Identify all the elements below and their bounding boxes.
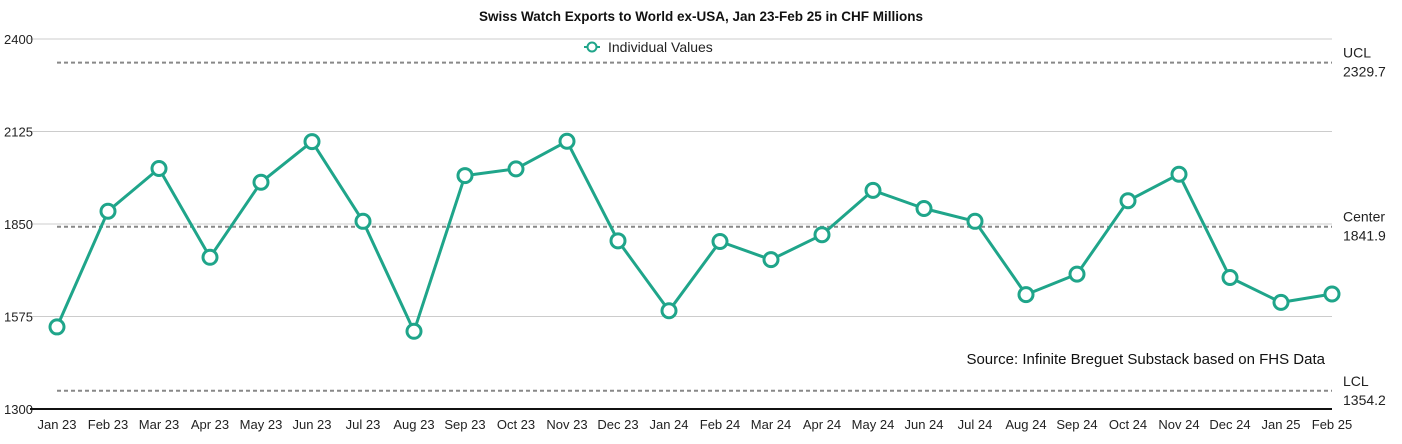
x-tick-label: Sep 23 xyxy=(444,417,485,432)
x-tick-label: Sep 24 xyxy=(1056,417,1097,432)
x-tick-label: Dec 24 xyxy=(1209,417,1250,432)
gridlines xyxy=(30,38,1332,317)
x-tick-label: Apr 23 xyxy=(191,417,229,432)
x-tick-label: Jul 24 xyxy=(958,417,993,432)
x-tick-label: Aug 24 xyxy=(1005,417,1046,432)
x-tick-label: Feb 24 xyxy=(700,417,740,432)
x-tick-label: Jan 25 xyxy=(1261,417,1300,432)
y-axis-ticks: 1300 1575 1850 2125 2400 xyxy=(4,32,33,417)
x-tick-label: Nov 23 xyxy=(546,417,587,432)
data-point xyxy=(864,181,882,199)
data-point xyxy=(762,251,780,269)
data-point xyxy=(1119,192,1137,210)
x-tick-label: Jun 24 xyxy=(904,417,943,432)
chart-title: Swiss Watch Exports to World ex-USA, Jan… xyxy=(479,9,923,24)
data-point xyxy=(303,133,321,151)
series-line xyxy=(55,139,1333,333)
control-label-ucl: UCL xyxy=(1343,45,1371,61)
x-tick-label: Oct 23 xyxy=(497,417,535,432)
data-point xyxy=(1323,285,1341,303)
data-point xyxy=(609,232,627,250)
data-point xyxy=(966,212,984,230)
x-tick-label: Aug 23 xyxy=(393,417,434,432)
data-point xyxy=(201,248,219,266)
source-note: Source: Infinite Breguet Substack based … xyxy=(966,351,1325,368)
data-point xyxy=(1068,265,1086,283)
control-value-lcl: 1354.2 xyxy=(1343,392,1386,408)
legend: Individual Values xyxy=(584,39,713,55)
x-tick-label: Oct 24 xyxy=(1109,417,1147,432)
control-value-ucl: 2329.7 xyxy=(1343,64,1386,80)
legend-marker xyxy=(586,41,598,53)
x-tick-label: May 23 xyxy=(240,417,283,432)
data-point xyxy=(558,132,576,150)
x-tick-label: Jan 24 xyxy=(649,417,688,432)
y-tick-label: 1575 xyxy=(4,310,33,325)
control-label-center: Center xyxy=(1343,209,1385,225)
data-point xyxy=(99,202,117,220)
data-point xyxy=(507,160,525,178)
data-point xyxy=(354,212,372,230)
x-tick-label: Mar 23 xyxy=(139,417,179,432)
series-individual-values xyxy=(48,132,1341,340)
x-tick-label: Mar 24 xyxy=(751,417,791,432)
y-tick-label: 2125 xyxy=(4,125,33,140)
data-point xyxy=(660,302,678,320)
x-axis-ticks: Jan 23 Feb 23 Mar 23 Apr 23 May 23 Jun 23 Jul … xyxy=(37,417,1352,432)
y-tick-label: 1300 xyxy=(4,402,33,417)
control-lines: UCL 2329.7 Center 1841.9 LCL 1354.2 xyxy=(57,45,1386,408)
x-tick-label: Feb 25 xyxy=(1312,417,1352,432)
x-tick-label: Jan 23 xyxy=(37,417,76,432)
data-point xyxy=(1272,293,1290,311)
data-point xyxy=(456,167,474,185)
data-point xyxy=(1221,268,1239,286)
x-tick-label: Feb 23 xyxy=(88,417,128,432)
x-tick-label: Jul 23 xyxy=(346,417,381,432)
data-point xyxy=(150,160,168,177)
y-tick-label: 1850 xyxy=(4,217,33,232)
data-point xyxy=(1017,286,1035,304)
x-tick-label: Jun 23 xyxy=(292,417,331,432)
data-point xyxy=(915,200,933,218)
control-value-center: 1841.9 xyxy=(1343,228,1386,244)
data-point xyxy=(48,318,66,336)
y-tick-label: 2400 xyxy=(4,32,33,47)
data-point xyxy=(405,322,423,340)
x-tick-label: Nov 24 xyxy=(1158,417,1199,432)
data-point xyxy=(711,232,729,250)
control-label-lcl: LCL xyxy=(1343,373,1369,389)
x-tick-label: Apr 24 xyxy=(803,417,841,432)
legend-label: Individual Values xyxy=(608,39,713,55)
x-tick-label: May 24 xyxy=(852,417,895,432)
data-point xyxy=(252,173,270,191)
data-point xyxy=(1170,165,1188,183)
data-point xyxy=(813,226,831,244)
x-tick-label: Dec 23 xyxy=(597,417,638,432)
